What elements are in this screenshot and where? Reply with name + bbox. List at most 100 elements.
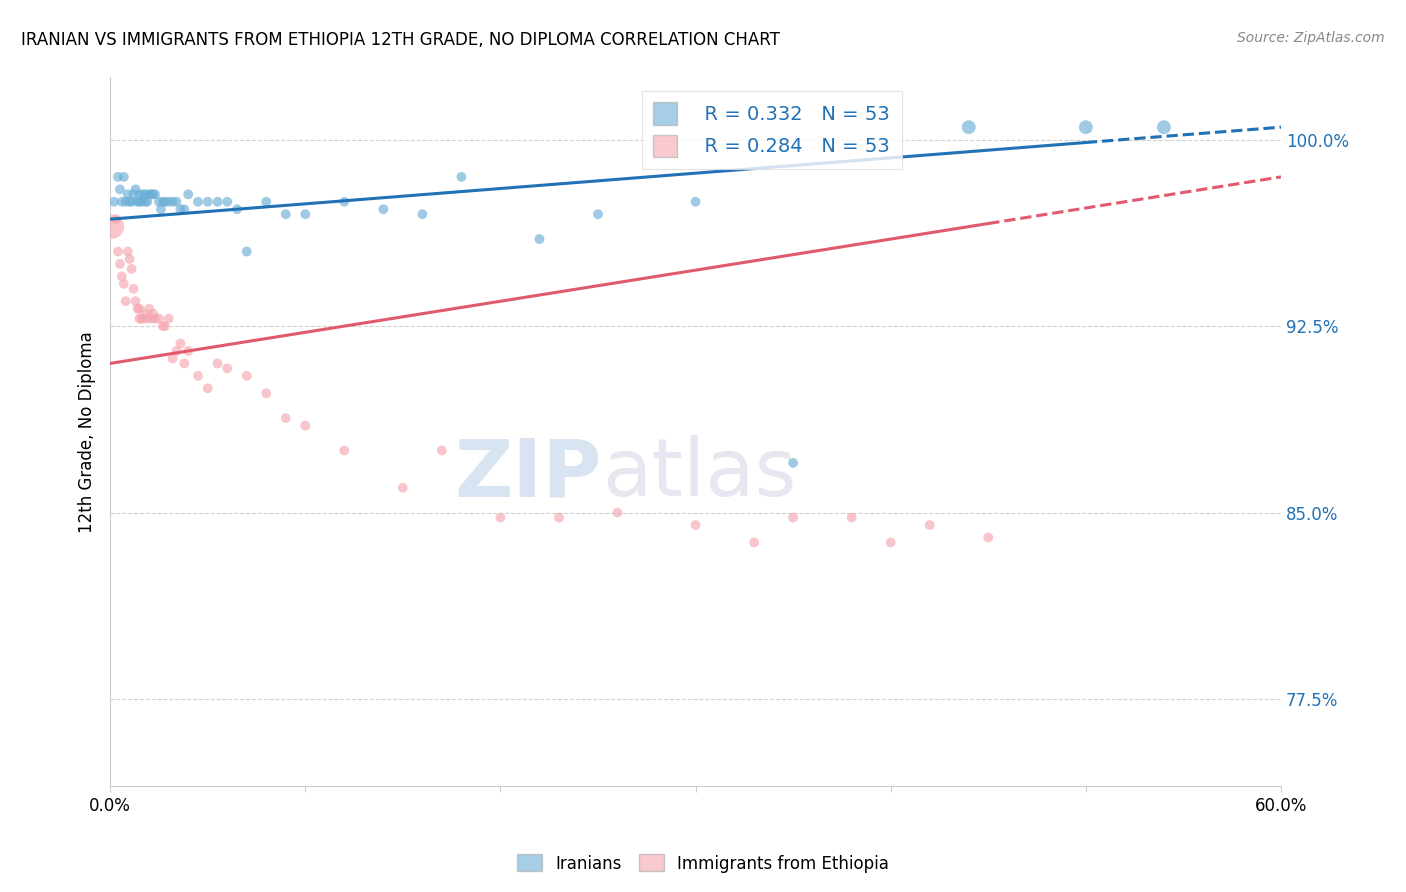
- Point: [254, 386, 277, 401]
- Point: [294, 207, 316, 221]
- Text: IRANIAN VS IMMIGRANTS FROM ETHIOPIA 12TH GRADE, NO DIPLOMA CORRELATION CHART: IRANIAN VS IMMIGRANTS FROM ETHIOPIA 12TH…: [21, 31, 780, 49]
- Point: [136, 194, 159, 209]
- Point: [152, 194, 174, 209]
- Point: [235, 244, 257, 259]
- Point: [274, 207, 297, 221]
- Point: [187, 194, 209, 209]
- Point: [1074, 120, 1097, 135]
- Point: [782, 510, 804, 524]
- Point: [957, 120, 980, 135]
- Point: [108, 182, 131, 196]
- Point: [132, 187, 155, 202]
- Point: [187, 368, 209, 383]
- Point: [153, 319, 176, 334]
- Point: [117, 187, 139, 202]
- Point: [529, 232, 551, 246]
- Point: [107, 244, 129, 259]
- Point: [111, 269, 134, 284]
- Point: [128, 187, 150, 202]
- Point: [207, 194, 229, 209]
- Y-axis label: 12th Grade, No Diploma: 12th Grade, No Diploma: [79, 331, 96, 533]
- Point: [177, 187, 200, 202]
- Point: [128, 194, 150, 209]
- Point: [1153, 120, 1175, 135]
- Point: [101, 219, 124, 234]
- Point: [142, 307, 165, 321]
- Point: [918, 518, 941, 533]
- Point: [112, 277, 135, 291]
- Point: [977, 531, 1000, 545]
- Point: [162, 194, 184, 209]
- Point: [197, 381, 219, 395]
- Point: [207, 356, 229, 370]
- Point: [143, 311, 166, 326]
- Point: [879, 535, 901, 549]
- Text: ZIP: ZIP: [454, 435, 602, 513]
- Point: [548, 510, 571, 524]
- Point: [606, 506, 628, 520]
- Point: [226, 202, 249, 217]
- Point: [742, 535, 765, 549]
- Point: [103, 194, 125, 209]
- Point: [122, 187, 145, 202]
- Point: [134, 194, 156, 209]
- Point: [333, 194, 356, 209]
- Point: [197, 194, 219, 209]
- Point: [112, 169, 135, 184]
- Point: [143, 187, 166, 202]
- Point: [254, 194, 277, 209]
- Point: [157, 311, 180, 326]
- Point: [132, 311, 155, 326]
- Point: [217, 194, 239, 209]
- Point: [121, 194, 143, 209]
- Point: [138, 187, 160, 202]
- Point: [685, 518, 707, 533]
- Point: [138, 301, 160, 316]
- Point: [586, 207, 609, 221]
- Point: [162, 351, 184, 366]
- Point: [134, 307, 156, 321]
- Point: [166, 194, 188, 209]
- Point: [114, 194, 136, 209]
- Point: [169, 336, 191, 351]
- Point: [153, 194, 176, 209]
- Point: [121, 261, 143, 276]
- Text: atlas: atlas: [602, 435, 796, 513]
- Point: [489, 510, 512, 524]
- Point: [782, 456, 804, 470]
- Point: [373, 202, 395, 217]
- Point: [217, 361, 239, 376]
- Point: [124, 294, 146, 309]
- Point: [173, 202, 195, 217]
- Point: [117, 244, 139, 259]
- Point: [131, 194, 153, 209]
- Point: [131, 311, 153, 326]
- Point: [450, 169, 472, 184]
- Point: [118, 252, 141, 266]
- Point: [177, 343, 200, 358]
- Point: [139, 187, 162, 202]
- Point: [169, 202, 191, 217]
- Point: [148, 194, 170, 209]
- Point: [136, 311, 159, 326]
- Point: [127, 194, 149, 209]
- Point: [430, 443, 453, 458]
- Point: [127, 301, 149, 316]
- Point: [122, 282, 145, 296]
- Point: [166, 343, 188, 358]
- Point: [294, 418, 316, 433]
- Point: [124, 182, 146, 196]
- Point: [128, 311, 150, 326]
- Point: [841, 510, 863, 524]
- Point: [111, 194, 134, 209]
- Legend:   R = 0.332   N = 53,   R = 0.284   N = 53: R = 0.332 N = 53, R = 0.284 N = 53: [641, 91, 901, 169]
- Point: [685, 194, 707, 209]
- Point: [114, 294, 136, 309]
- Point: [128, 301, 150, 316]
- Point: [149, 202, 172, 217]
- Point: [392, 481, 415, 495]
- Point: [105, 212, 128, 227]
- Point: [139, 311, 162, 326]
- Point: [134, 187, 156, 202]
- Point: [274, 411, 297, 425]
